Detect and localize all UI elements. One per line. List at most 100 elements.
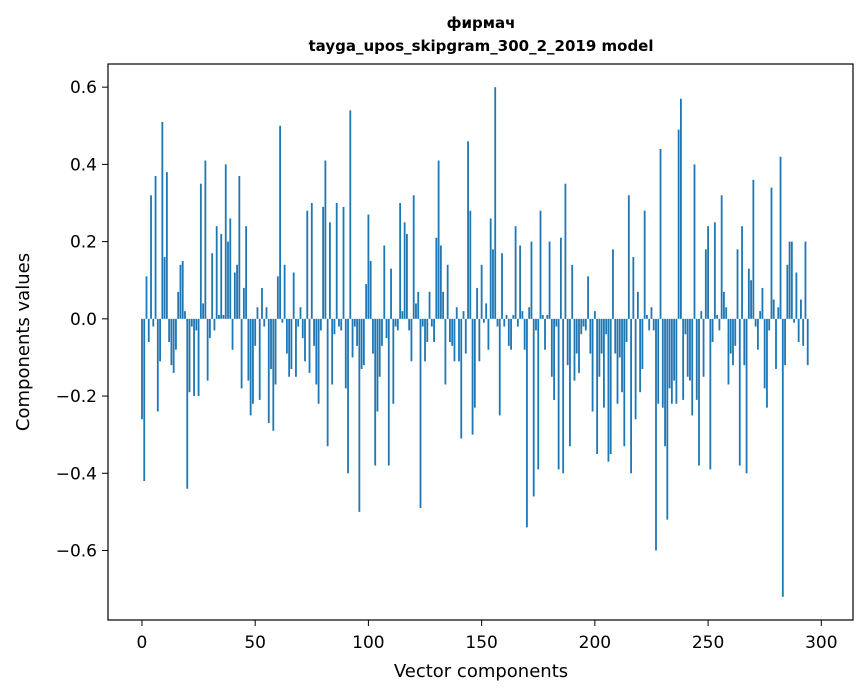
bar bbox=[184, 311, 186, 319]
bar bbox=[283, 264, 286, 319]
bar bbox=[639, 318, 642, 393]
bar bbox=[383, 245, 386, 319]
bar bbox=[433, 318, 435, 342]
bar bbox=[319, 318, 322, 331]
bar bbox=[329, 222, 331, 319]
bar bbox=[668, 318, 671, 389]
bar bbox=[603, 318, 605, 408]
bar bbox=[793, 318, 796, 323]
bar bbox=[573, 318, 576, 381]
y-tick-label: −0.2 bbox=[56, 387, 97, 407]
x-tick-label: 250 bbox=[692, 633, 724, 653]
bar bbox=[532, 318, 535, 497]
bar bbox=[675, 318, 678, 404]
bar bbox=[161, 121, 164, 319]
bar bbox=[344, 318, 347, 389]
bar bbox=[165, 172, 168, 319]
bar bbox=[510, 318, 512, 350]
bar bbox=[340, 318, 343, 331]
bar bbox=[666, 318, 669, 520]
bar bbox=[557, 318, 560, 470]
bar bbox=[641, 318, 644, 370]
bar bbox=[204, 160, 207, 319]
bar bbox=[367, 214, 370, 319]
bar bbox=[349, 110, 352, 319]
bar bbox=[528, 307, 531, 319]
bar bbox=[589, 318, 592, 354]
x-tick-label: 150 bbox=[465, 633, 497, 653]
bar bbox=[709, 318, 712, 470]
bar bbox=[179, 264, 182, 319]
bar bbox=[199, 183, 202, 319]
bar bbox=[356, 318, 358, 346]
bar bbox=[220, 233, 223, 319]
y-axis-label: Components values bbox=[13, 253, 34, 431]
bar bbox=[566, 318, 569, 366]
bar bbox=[704, 249, 707, 319]
bar bbox=[401, 311, 404, 319]
bar bbox=[555, 318, 558, 327]
bar bbox=[786, 264, 789, 319]
bar bbox=[385, 318, 388, 339]
bar bbox=[437, 160, 440, 319]
bar bbox=[777, 307, 780, 319]
bar bbox=[326, 318, 329, 447]
bar bbox=[580, 318, 583, 335]
bar bbox=[781, 318, 784, 597]
bar bbox=[168, 318, 171, 342]
bar bbox=[396, 318, 399, 331]
bar bbox=[752, 179, 755, 319]
bar bbox=[625, 318, 628, 342]
bar bbox=[596, 318, 599, 454]
bar bbox=[394, 318, 397, 327]
bar bbox=[478, 318, 481, 362]
bar bbox=[652, 318, 655, 331]
bar bbox=[446, 264, 449, 319]
bar bbox=[530, 241, 533, 319]
bar bbox=[526, 318, 528, 528]
bar bbox=[503, 318, 506, 327]
bar bbox=[299, 307, 302, 319]
bar bbox=[145, 276, 148, 319]
bar bbox=[410, 318, 413, 362]
bar bbox=[274, 318, 277, 385]
bar bbox=[553, 318, 555, 400]
bar bbox=[315, 318, 318, 385]
bar bbox=[659, 148, 662, 319]
bar bbox=[306, 210, 309, 319]
bar bbox=[650, 307, 653, 319]
bar bbox=[342, 206, 345, 319]
bar-series bbox=[141, 87, 809, 597]
bar bbox=[240, 318, 243, 389]
bar bbox=[745, 318, 748, 474]
bar bbox=[295, 318, 297, 377]
bar bbox=[691, 318, 694, 416]
bar bbox=[186, 318, 189, 489]
bar bbox=[591, 318, 594, 412]
bar bbox=[424, 318, 426, 362]
bar bbox=[775, 318, 777, 370]
bar bbox=[698, 318, 700, 466]
bar bbox=[476, 287, 479, 319]
bar bbox=[417, 291, 420, 319]
bar bbox=[421, 318, 424, 327]
bar bbox=[747, 268, 750, 319]
bar bbox=[496, 318, 499, 327]
bar bbox=[267, 318, 270, 424]
bar bbox=[258, 318, 261, 400]
bar bbox=[439, 245, 442, 319]
bar bbox=[229, 218, 232, 319]
bar bbox=[351, 318, 354, 358]
bar bbox=[279, 125, 281, 319]
bar bbox=[727, 318, 730, 385]
bar bbox=[406, 233, 408, 319]
bar bbox=[680, 98, 682, 319]
bar bbox=[224, 164, 227, 319]
bar bbox=[788, 241, 791, 319]
bar bbox=[444, 318, 447, 385]
y-axis: −0.6 −0.4 −0.2 0.0 0.2 0.4 0.6 bbox=[56, 78, 108, 562]
bar bbox=[736, 249, 739, 319]
bar bbox=[711, 318, 714, 342]
bar bbox=[462, 311, 465, 319]
bar bbox=[331, 318, 334, 385]
